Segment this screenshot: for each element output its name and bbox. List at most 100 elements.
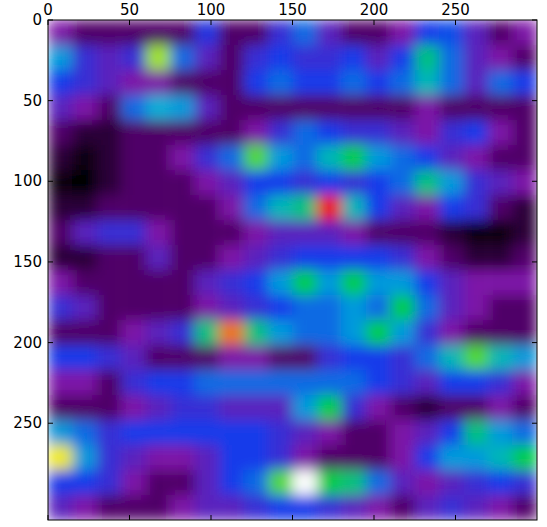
- cell: [293, 145, 318, 171]
- cell: [219, 220, 244, 246]
- cell: [439, 295, 464, 321]
- cell: [366, 70, 391, 96]
- cell: [464, 95, 489, 121]
- cell: [488, 270, 513, 296]
- cell: [366, 370, 391, 396]
- cell: [48, 20, 73, 46]
- cell: [121, 70, 146, 96]
- cell: [415, 245, 440, 271]
- cell: [48, 420, 73, 446]
- cell: [146, 20, 171, 46]
- cell: [415, 20, 440, 46]
- cell: [513, 320, 537, 346]
- cell: [341, 420, 366, 446]
- y-tick-label: 50: [23, 92, 42, 110]
- cell: [97, 170, 122, 196]
- cell: [146, 420, 171, 446]
- cell: [268, 95, 293, 121]
- cell: [341, 20, 366, 46]
- cell: [97, 245, 122, 271]
- cell: [293, 245, 318, 271]
- cell: [97, 320, 122, 346]
- cell: [293, 195, 318, 221]
- cell: [170, 145, 195, 171]
- cell: [170, 370, 195, 396]
- cell: [366, 45, 391, 71]
- frame: [48, 20, 537, 520]
- cell: [97, 220, 122, 246]
- cell: [146, 495, 171, 520]
- cell: [48, 470, 73, 496]
- cell: [415, 95, 440, 121]
- cell: [146, 245, 171, 271]
- cell: [195, 270, 220, 296]
- cell: [97, 420, 122, 446]
- cell: [48, 195, 73, 221]
- cell: [244, 495, 269, 520]
- cell: [341, 120, 366, 146]
- cell: [97, 495, 122, 520]
- cell: [317, 345, 342, 371]
- cell: [464, 445, 489, 471]
- cell: [390, 345, 415, 371]
- cell: [268, 395, 293, 421]
- cell: [268, 470, 293, 496]
- cell: [121, 220, 146, 246]
- cell: [366, 95, 391, 121]
- cell: [268, 345, 293, 371]
- cell: [72, 120, 97, 146]
- cell: [170, 95, 195, 121]
- cell: [390, 120, 415, 146]
- cell: [244, 145, 269, 171]
- cell: [268, 145, 293, 171]
- cell: [488, 320, 513, 346]
- cell: [366, 20, 391, 46]
- cell: [146, 320, 171, 346]
- cell: [293, 320, 318, 346]
- cell: [488, 420, 513, 446]
- y-tick: [48, 20, 53, 21]
- cell: [121, 145, 146, 171]
- cell: [415, 120, 440, 146]
- cell: [195, 145, 220, 171]
- cell: [293, 70, 318, 96]
- cell: [219, 445, 244, 471]
- cell: [146, 295, 171, 321]
- cell: [366, 345, 391, 371]
- cell: [341, 95, 366, 121]
- cell: [488, 195, 513, 221]
- cell: [268, 445, 293, 471]
- cell: [146, 70, 171, 96]
- cell: [513, 495, 537, 520]
- cell: [415, 195, 440, 221]
- cell: [268, 20, 293, 46]
- cell: [293, 445, 318, 471]
- cell: [513, 420, 537, 446]
- cell: [439, 195, 464, 221]
- cell: [146, 220, 171, 246]
- cell: [219, 120, 244, 146]
- cell: [390, 370, 415, 396]
- cell: [439, 495, 464, 520]
- cell: [464, 170, 489, 196]
- cell: [415, 395, 440, 421]
- cell: [488, 345, 513, 371]
- cell: [317, 20, 342, 46]
- cell: [488, 245, 513, 271]
- cell: [121, 395, 146, 421]
- cell: [513, 95, 537, 121]
- cell: [439, 370, 464, 396]
- cell: [488, 170, 513, 196]
- cell: [390, 270, 415, 296]
- cell: [72, 20, 97, 46]
- cell: [146, 395, 171, 421]
- cell: [317, 470, 342, 496]
- cell: [293, 220, 318, 246]
- cell: [219, 320, 244, 346]
- x-tick-label: 50: [120, 1, 139, 19]
- cell: [415, 70, 440, 96]
- cell: [219, 245, 244, 271]
- cell: [317, 220, 342, 246]
- cell: [268, 270, 293, 296]
- cell: [170, 170, 195, 196]
